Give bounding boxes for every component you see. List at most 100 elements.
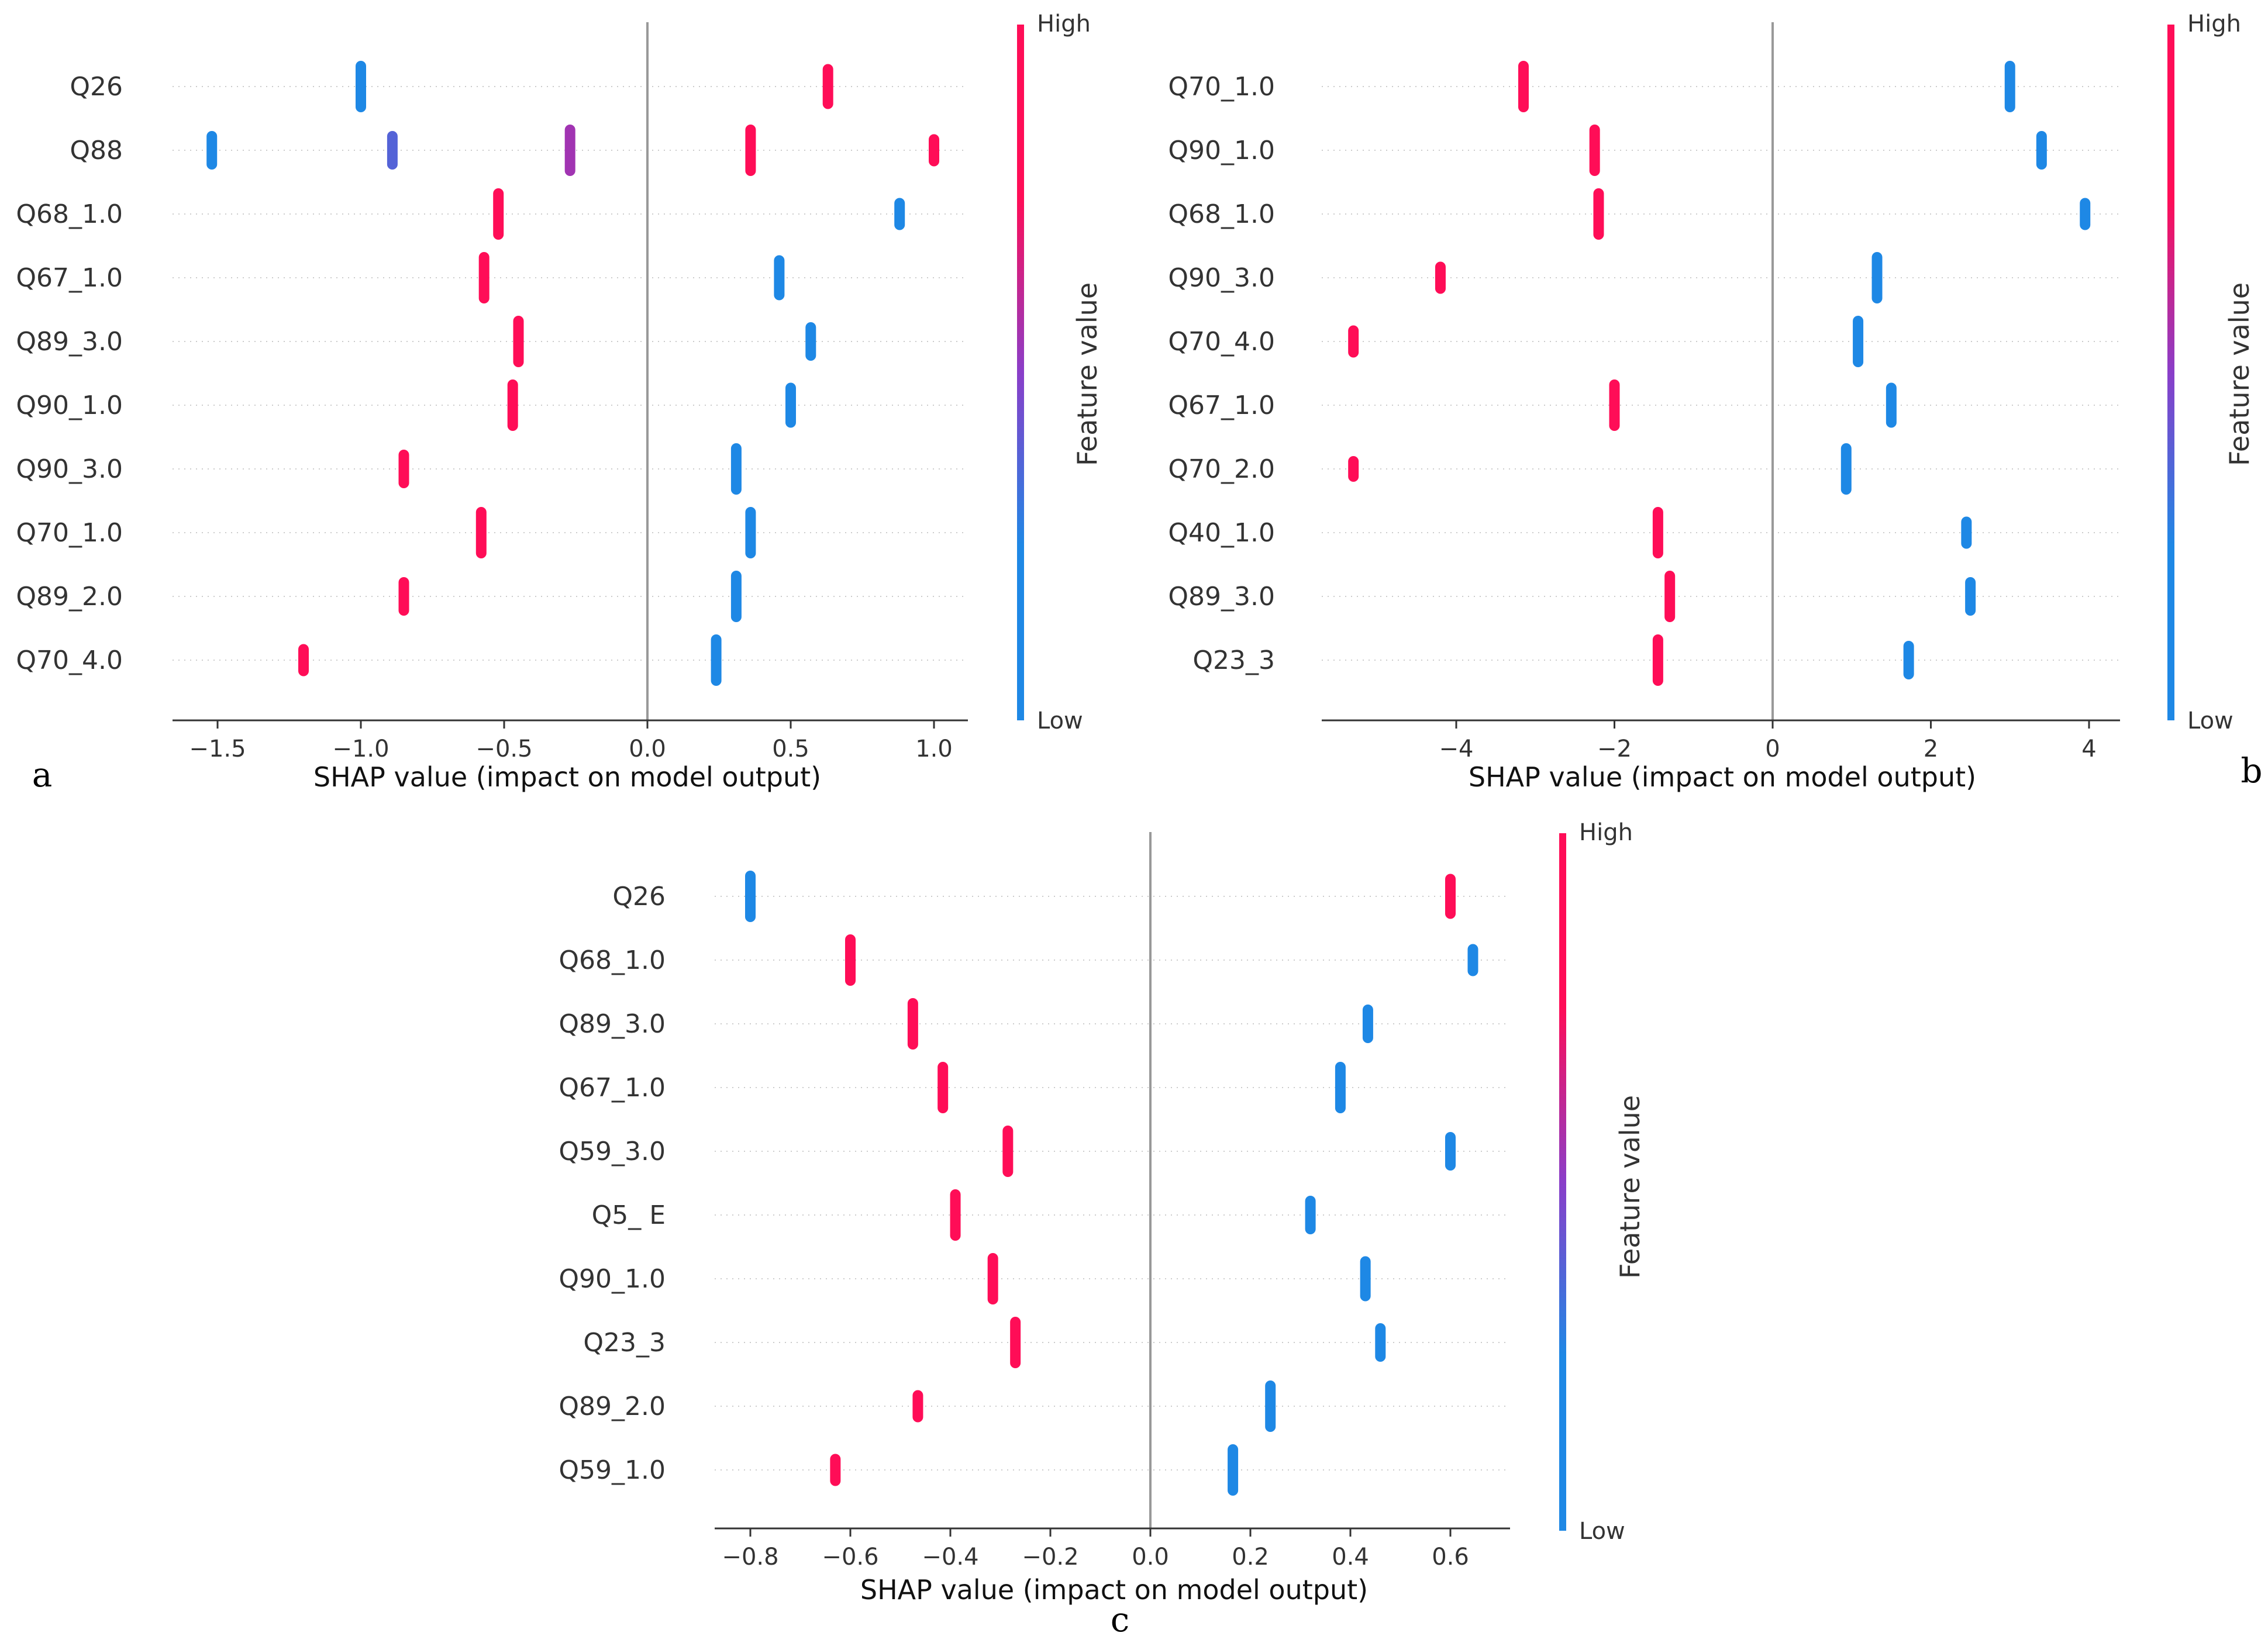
shap-point — [1348, 456, 1359, 482]
shap-point — [1664, 571, 1676, 622]
shap-point — [937, 1062, 949, 1113]
feature-label: Q68_1.0 — [1168, 199, 1275, 229]
colorbar-title: Feature value — [1071, 282, 1103, 466]
shap-point — [1652, 507, 1663, 558]
shap-point — [805, 322, 816, 361]
shap-point — [1445, 1132, 1456, 1171]
feature-label: Q23_3 — [583, 1328, 666, 1358]
shap-point — [1362, 1005, 1373, 1043]
shap-point — [822, 64, 833, 109]
shap-point — [1360, 1256, 1371, 1302]
x-tick-label: 1.0 — [915, 736, 953, 762]
x-tick-label: 0.0 — [1132, 1544, 1169, 1571]
shap-point — [2036, 131, 2047, 170]
shap-point — [1305, 1196, 1316, 1234]
shap-point — [513, 316, 524, 367]
feature-label: Q89_2.0 — [559, 1392, 666, 1421]
shap-point — [387, 131, 398, 170]
shap-point — [1010, 1317, 1021, 1368]
colorbar-title: Feature value — [1614, 1095, 1646, 1279]
colorbar — [1017, 25, 1024, 720]
shap-panel-b: Q70_1.0 Q90_1.0 Q68_1.0 Q90_3.0 Q70_4.0 Q67_1… — [1168, 11, 2262, 793]
shap-point — [785, 382, 796, 428]
shap-point — [745, 125, 756, 176]
x-tick-label: −0.6 — [822, 1544, 878, 1571]
shap-point — [1961, 516, 1972, 549]
feature-label: Q70_2.0 — [1168, 454, 1275, 484]
shap-point — [1965, 577, 1976, 616]
shap-point — [1445, 874, 1456, 919]
colorbar-low-label: Low — [1037, 707, 1083, 734]
feature-label: Q68_1.0 — [16, 199, 123, 229]
feature-label: Q26 — [612, 882, 666, 912]
feature-label: Q67_1.0 — [1168, 391, 1275, 420]
shap-point — [564, 125, 575, 176]
shap-point — [1435, 261, 1446, 294]
feature-label: Q68_1.0 — [559, 945, 666, 975]
colorbar-high-label: High — [1579, 819, 1633, 846]
shap-point — [730, 443, 742, 495]
x-tick-label: −1.5 — [189, 736, 246, 762]
colorbar — [2167, 25, 2174, 720]
feature-label: Q70_4.0 — [16, 646, 123, 675]
feature-label: Q90_1.0 — [559, 1264, 666, 1294]
feature-label: Q89_2.0 — [16, 582, 123, 612]
shap-point — [298, 644, 309, 677]
shap-point — [894, 198, 905, 230]
feature-label: Q67_1.0 — [16, 263, 123, 293]
feature-label: Q59_1.0 — [559, 1455, 666, 1485]
shap-point — [830, 1454, 841, 1486]
feature-label: Q70_4.0 — [1168, 327, 1275, 357]
shap-point — [398, 577, 409, 616]
feature-label: Q26 — [70, 72, 123, 102]
feature-label: Q89_3.0 — [1168, 582, 1275, 612]
shap-point — [507, 379, 518, 431]
shap-point — [475, 507, 487, 558]
colorbar-title: Feature value — [2224, 282, 2255, 466]
shap-point — [987, 1253, 998, 1304]
feature-label: Q90_1.0 — [1168, 136, 1275, 165]
x-axis-title: SHAP value (impact on model output) — [1469, 761, 1976, 793]
shap-panel-c: Q26 Q68_1.0 Q89_3.0 Q67_1.0 Q59_3.0 Q5_ E Q90_… — [559, 819, 1646, 1636]
shap-point — [1348, 325, 1359, 358]
shap-point — [950, 1189, 961, 1241]
shap-point — [206, 131, 218, 170]
x-tick-label: 0.4 — [1332, 1544, 1369, 1571]
shap-point — [711, 634, 722, 686]
feature-label: Q59_3.0 — [559, 1137, 666, 1166]
shap-point — [1335, 1062, 1346, 1113]
shap-point — [774, 255, 785, 301]
shap-point — [912, 1390, 923, 1423]
x-tick-label: −0.8 — [722, 1544, 778, 1571]
feature-label: Q23_3 — [1192, 646, 1275, 675]
feature-label: Q88 — [70, 136, 123, 165]
feature-label: Q67_1.0 — [559, 1073, 666, 1103]
shap-point — [1375, 1323, 1386, 1362]
shap-point — [1593, 188, 1604, 240]
colorbar-low-label: Low — [2187, 707, 2233, 734]
shap-point — [1871, 252, 1883, 303]
shap-point — [1265, 1380, 1276, 1432]
colorbar — [1559, 833, 1566, 1531]
feature-label: Q70_1.0 — [1168, 72, 1275, 102]
shap-point — [2004, 61, 2015, 112]
shap-point — [745, 507, 756, 558]
shap-point — [907, 998, 918, 1050]
panel-letter: b — [2241, 751, 2262, 791]
x-tick-label: −0.5 — [475, 736, 532, 762]
shap-point — [929, 134, 939, 167]
feature-label: Q5_ E — [592, 1200, 666, 1230]
x-tick-label: −4 — [1439, 736, 1474, 762]
x-tick-label: −2 — [1597, 736, 1632, 762]
shap-point — [1002, 1126, 1014, 1177]
x-tick-label: 0.6 — [1432, 1544, 1469, 1571]
shap-point — [730, 571, 742, 622]
feature-label: Q90_3.0 — [16, 454, 123, 484]
shap-point — [1228, 1444, 1239, 1496]
shap-point — [745, 871, 756, 922]
x-tick-label: −0.4 — [922, 1544, 978, 1571]
feature-label: Q70_1.0 — [16, 518, 123, 548]
feature-label: Q89_3.0 — [16, 327, 123, 357]
colorbar-low-label: Low — [1579, 1518, 1625, 1545]
